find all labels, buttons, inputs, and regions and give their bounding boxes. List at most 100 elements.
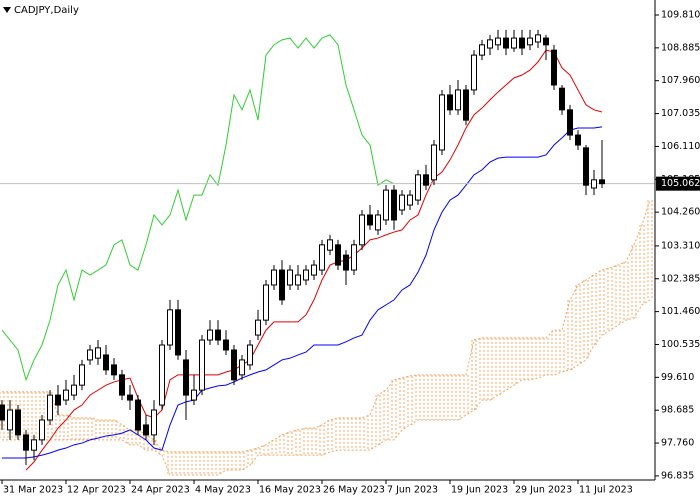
candle-body	[263, 284, 269, 321]
candle-body	[279, 269, 285, 301]
candle-body	[407, 194, 413, 206]
candle-body	[567, 109, 573, 136]
candle-body	[7, 409, 13, 431]
cloud-segment	[439, 374, 445, 420]
candle-body	[207, 329, 213, 341]
cloud-segment	[535, 337, 541, 379]
candle-body	[439, 94, 445, 151]
candle-body	[375, 214, 381, 231]
cloud-segment	[407, 375, 413, 425]
candle-body	[551, 49, 557, 86]
cloud-segment	[415, 374, 421, 420]
y-tick-label: 97.760	[661, 438, 694, 449]
candle-body	[303, 269, 309, 281]
cloud-segment	[95, 419, 101, 440]
cloud-segment	[375, 395, 381, 445]
symbol-menu-icon[interactable]	[3, 7, 11, 13]
cloud-segment	[271, 439, 277, 456]
y-tick-label: 103.310	[661, 240, 700, 251]
candle-body	[87, 349, 93, 361]
cloud-segment	[359, 417, 365, 451]
cloud-segment	[279, 434, 285, 456]
cloud-segment	[55, 414, 61, 440]
candle-body	[71, 384, 77, 396]
candle-body	[143, 424, 149, 436]
candle-body	[31, 439, 37, 451]
cloud-segment	[143, 434, 149, 451]
candle-body	[311, 264, 317, 276]
candle-body	[175, 309, 181, 356]
candle-body	[47, 394, 53, 421]
y-tick-label: 107.035	[661, 108, 700, 119]
current-price-label: 105.062	[661, 178, 700, 189]
x-tick-label: 12 Apr 2023	[67, 485, 126, 496]
cloud-segment	[263, 444, 269, 456]
candle-body	[359, 214, 365, 246]
x-tick-label: 31 Mar 2023	[3, 485, 63, 496]
candle-body	[271, 269, 277, 286]
candle-body	[183, 359, 189, 396]
plot-area	[0, 29, 655, 476]
candle-body	[447, 94, 453, 111]
candle-body	[383, 189, 389, 221]
y-tick-label: 106.110	[661, 141, 700, 152]
candle-body	[231, 349, 237, 381]
candle-body	[15, 409, 21, 436]
candle-body	[455, 89, 461, 111]
candle-body	[367, 214, 373, 226]
candle-body	[151, 409, 157, 436]
x-tick-label: 19 Jun 2023	[451, 485, 508, 496]
candle-body	[135, 399, 141, 431]
candle-body	[327, 239, 333, 251]
candle-body	[423, 174, 429, 186]
cloud-segment	[159, 450, 165, 456]
current-price-tag	[656, 176, 700, 191]
cloud-segment	[327, 419, 333, 452]
candle-body	[247, 344, 253, 366]
x-tick-label: 16 May 2023	[259, 485, 321, 496]
cloud-segment	[519, 337, 525, 380]
y-tick-label: 108.885	[661, 42, 700, 53]
candle-body	[103, 354, 109, 371]
candle-body	[55, 394, 61, 406]
candle-body	[23, 434, 29, 451]
cloud-upper-edge	[2, 199, 651, 453]
cloud-segment	[447, 374, 453, 420]
x-tick-label: 7 Jun 2023	[387, 485, 438, 496]
candle-body	[583, 147, 589, 186]
candle-body	[479, 44, 485, 56]
candle-body	[503, 37, 509, 49]
candle-body	[215, 329, 221, 341]
cloud-segment	[559, 330, 565, 373]
candle-body	[519, 37, 525, 49]
candle-body	[431, 144, 437, 181]
cloud-segment	[335, 417, 341, 451]
candle-body	[559, 87, 565, 111]
candle-body	[191, 389, 197, 401]
y-tick-label: 99.610	[661, 372, 694, 383]
cloud-segment	[631, 244, 637, 319]
cloud-lower-edge	[2, 299, 651, 476]
indicator-line	[2, 126, 603, 459]
candle-body	[471, 54, 477, 91]
candle-body	[119, 374, 125, 396]
cloud-segment	[303, 428, 309, 456]
cloud-segment	[455, 374, 461, 420]
candle-body	[415, 174, 421, 201]
candle-body	[495, 37, 501, 46]
cloud-segment	[111, 419, 117, 440]
x-tick-label: 26 May 2023	[323, 485, 385, 496]
candle-body	[255, 319, 261, 336]
candle-body	[199, 339, 205, 391]
x-tick-label: 4 May 2023	[195, 485, 251, 496]
candle-body	[0, 404, 5, 421]
y-tick-label: 107.960	[661, 75, 700, 86]
candle-body	[535, 34, 541, 43]
cloud-segment	[255, 448, 261, 456]
chart-title: CADJPY,Daily	[14, 5, 79, 16]
cloud-segment	[223, 451, 229, 471]
cloud-segment	[647, 200, 653, 300]
indicator-line	[1, 34, 395, 382]
y-tick-label: 104.260	[661, 207, 700, 218]
